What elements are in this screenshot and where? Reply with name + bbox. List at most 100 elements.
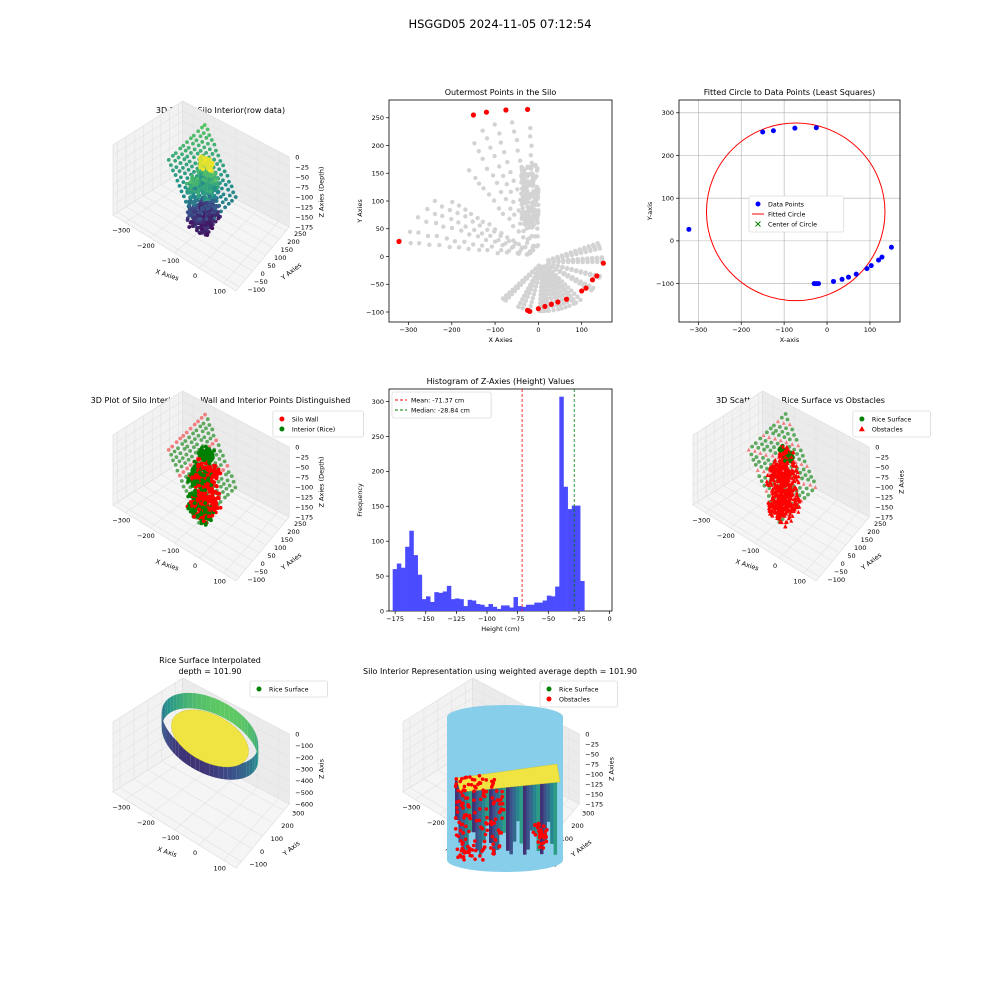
data-point	[802, 496, 807, 500]
data-point-gray	[529, 299, 534, 305]
data-point-gray	[569, 267, 574, 273]
obstacle-point	[470, 777, 475, 782]
data-point-blue	[853, 271, 859, 277]
data-point-gray	[415, 215, 421, 220]
data-point	[181, 194, 186, 199]
obstacle-point	[456, 834, 461, 839]
data-point	[195, 515, 200, 519]
data-point	[208, 217, 213, 222]
data-point	[210, 427, 215, 432]
data-point	[780, 429, 785, 434]
y-tick-label: 200	[281, 822, 293, 830]
obstacle-point	[471, 843, 476, 848]
data-point-gray	[533, 275, 538, 281]
obstacle-point	[533, 833, 538, 837]
data-point	[199, 415, 204, 420]
z-tick-label: −50	[585, 751, 599, 759]
data-point-triangle	[788, 511, 793, 516]
obstacle-point	[478, 854, 482, 858]
data-point	[203, 187, 208, 192]
data-point-triangle	[782, 473, 787, 478]
data-point	[192, 475, 197, 480]
data-point-triangle	[787, 484, 792, 489]
data-point-triangle	[771, 501, 776, 506]
data-point-gray	[470, 242, 476, 247]
data-point-gray	[514, 137, 520, 143]
data-point-gray	[475, 215, 480, 221]
data-point	[792, 433, 796, 437]
data-point	[764, 430, 769, 435]
data-point-triangle	[790, 492, 795, 497]
obstacle-point	[478, 797, 483, 802]
subplot-title: Rice Surface Interpolated	[159, 656, 261, 665]
data-point	[178, 451, 183, 456]
data-point	[207, 133, 212, 138]
data-point	[201, 421, 206, 426]
surface-wall-facet	[173, 694, 177, 712]
data-point	[173, 151, 178, 156]
data-point-gray	[511, 129, 517, 134]
y-tick-label: −50	[254, 278, 268, 286]
data-point-gray	[484, 166, 490, 172]
obstacle-point	[461, 831, 465, 835]
grid-line-x	[803, 511, 859, 574]
data-point-gray	[546, 284, 551, 289]
surface-wall-facet	[241, 714, 245, 734]
data-point	[763, 461, 767, 466]
y-tick-label: 200	[287, 528, 299, 536]
y-tick-label: 0	[260, 848, 264, 856]
outer-point-red	[583, 285, 589, 291]
data-point	[226, 187, 231, 192]
data-point	[174, 165, 179, 170]
histogram-bar	[459, 599, 464, 611]
data-point	[757, 459, 761, 464]
obstacle-point	[482, 794, 487, 799]
obstacle-point	[500, 789, 504, 794]
obstacle-point	[458, 779, 463, 784]
data-point-gray	[528, 134, 533, 139]
data-point-gray	[523, 192, 529, 197]
data-point-triangle	[794, 477, 799, 482]
data-point	[201, 451, 206, 456]
data-point-gray	[492, 227, 498, 232]
data-point-gray	[562, 287, 568, 292]
surface-wall-facet	[215, 698, 221, 717]
data-point-gray	[497, 131, 502, 136]
z-tick-label: −50	[295, 174, 309, 182]
data-point-triangle	[791, 497, 796, 502]
data-point-gray	[500, 211, 506, 217]
data-point	[794, 437, 799, 442]
data-point-triangle	[770, 491, 775, 496]
legend-label: Obstacles	[872, 426, 903, 433]
data-point-blue	[770, 128, 776, 134]
legend-label: Obstacles	[559, 696, 590, 703]
histogram-bar	[530, 604, 535, 611]
obstacle-point	[500, 816, 504, 820]
data-point	[222, 459, 227, 464]
outer-point-red	[589, 277, 596, 283]
data-point-triangle	[766, 500, 771, 505]
data-point-gray	[583, 271, 588, 276]
data-point-triangle	[761, 433, 766, 438]
data-point-gray	[569, 288, 574, 293]
data-point	[207, 194, 212, 199]
data-point-triangle	[776, 479, 781, 483]
data-point	[212, 182, 217, 187]
x-tick-label: −200	[137, 819, 155, 827]
data-point-gray	[519, 191, 524, 197]
x-axis-label: X Axies	[488, 336, 513, 344]
data-point	[189, 195, 194, 199]
data-point-blue	[830, 278, 836, 284]
data-point-triangle	[768, 464, 773, 469]
data-point	[773, 451, 778, 456]
data-point	[185, 154, 190, 159]
data-point-gray	[505, 235, 510, 240]
data-point-gray	[527, 221, 533, 226]
y-tick-label: 300	[292, 809, 304, 817]
y-tick-label: 150	[281, 246, 293, 254]
data-point	[215, 162, 219, 166]
obstacle-point	[497, 844, 502, 848]
axes-frame	[678, 99, 901, 323]
data-point	[221, 192, 226, 197]
legend-label: Median: -28.84 cm	[411, 407, 470, 414]
